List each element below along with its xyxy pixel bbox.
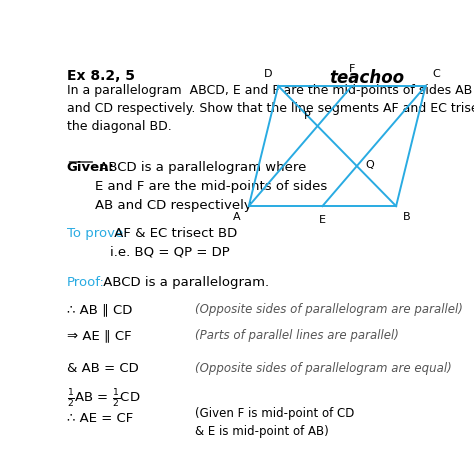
Text: D: D xyxy=(264,69,272,79)
Text: ABCD is a parallelogram.: ABCD is a parallelogram. xyxy=(99,276,269,289)
Text: ABCD is a parallelogram where
E and F are the mid-points of sides
AB and CD resp: ABCD is a parallelogram where E and F ar… xyxy=(95,161,328,212)
Text: Proof:: Proof: xyxy=(66,276,104,289)
Text: To prove:: To prove: xyxy=(66,227,127,239)
Text: (Opposite sides of parallelogram are parallel): (Opposite sides of parallelogram are par… xyxy=(195,303,463,316)
Text: (Parts of parallel lines are parallel): (Parts of parallel lines are parallel) xyxy=(195,329,399,342)
Text: & AB = CD: & AB = CD xyxy=(66,362,138,374)
Text: $\frac{1}{2}$AB = $\frac{1}{2}$CD: $\frac{1}{2}$AB = $\frac{1}{2}$CD xyxy=(66,388,140,410)
Text: Given:: Given: xyxy=(66,161,115,174)
Text: (Given F is mid-point of CD
& E is mid-point of AB): (Given F is mid-point of CD & E is mid-p… xyxy=(195,407,355,438)
Text: ∴ AB ∥ CD: ∴ AB ∥ CD xyxy=(66,303,132,316)
Text: ∴ AE = CF: ∴ AE = CF xyxy=(66,411,133,425)
Text: Q: Q xyxy=(366,160,374,170)
Text: P: P xyxy=(304,111,310,121)
Text: F: F xyxy=(349,64,355,74)
Text: ⇒ AE ∥ CF: ⇒ AE ∥ CF xyxy=(66,329,131,342)
Text: In a parallelogram  ABCD, E and F are the mid-points of sides AB
and CD respecti: In a parallelogram ABCD, E and F are the… xyxy=(66,84,474,133)
Text: (Opposite sides of parallelogram are equal): (Opposite sides of parallelogram are equ… xyxy=(195,362,452,374)
Text: B: B xyxy=(402,212,410,222)
Text: C: C xyxy=(432,69,440,79)
Text: teachoo: teachoo xyxy=(329,69,405,87)
Text: E: E xyxy=(319,215,326,225)
Text: A: A xyxy=(233,212,241,222)
Text: AF & EC trisect BD
i.e. BQ = QP = DP: AF & EC trisect BD i.e. BQ = QP = DP xyxy=(110,227,237,259)
Text: Ex 8.2, 5: Ex 8.2, 5 xyxy=(66,69,135,82)
